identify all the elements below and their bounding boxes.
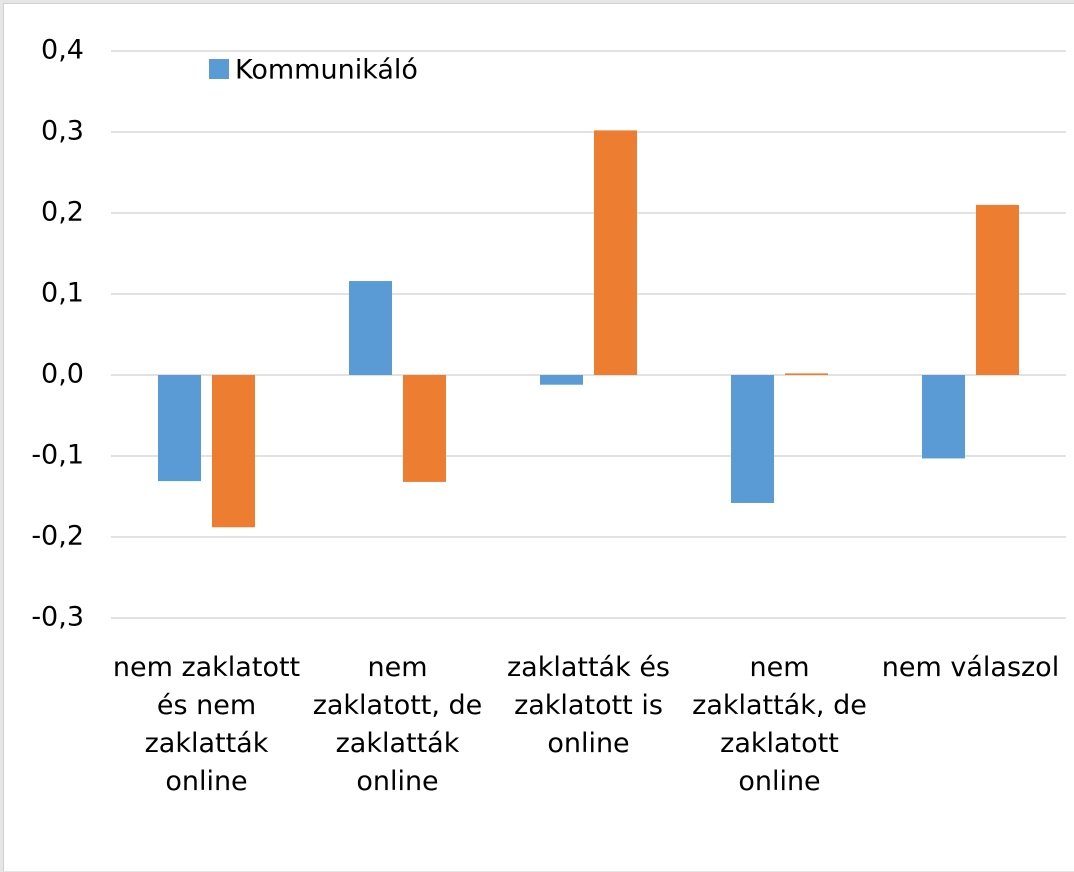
bar [594,130,637,375]
bar [976,204,1019,375]
bar [212,375,255,528]
x-tick-label: nem zaklatott, de zaklatták online [312,652,483,797]
bar [540,375,583,385]
bar [403,375,446,482]
x-tick-label: nem zaklatták, de zaklatott online [692,652,867,797]
bar [349,281,392,375]
bar [731,375,774,503]
y-tick-label: 0,0 [41,359,84,390]
x-tick-label: zaklatták és zaklatott is online [506,652,670,759]
y-tick-label: 0,4 [41,35,84,66]
bar [785,373,828,375]
y-tick-label: 0,1 [41,278,84,309]
legend-swatch [209,59,229,79]
y-tick-label: 0,3 [41,116,84,147]
y-tick-label: -0,1 [31,440,84,471]
x-tick-label: nem válaszol [881,652,1060,683]
x-tick-label: nem zaklatott és nem zaklatták online [112,652,301,797]
y-tick-label: -0,3 [31,602,84,633]
y-tick-label: 0,2 [41,197,84,228]
legend-label: Kommunikáló [235,55,418,86]
chart: -0,3 -0,2 -0,1 0,0 0,1 0,2 0,3 0,4 Kommunikáló [31,35,1066,633]
bar [158,375,201,482]
y-tick-label: -0,2 [31,521,84,552]
chart-frame: {"chart_data": {"type": "bar", "categori… [3,3,1074,871]
bar [922,375,965,459]
